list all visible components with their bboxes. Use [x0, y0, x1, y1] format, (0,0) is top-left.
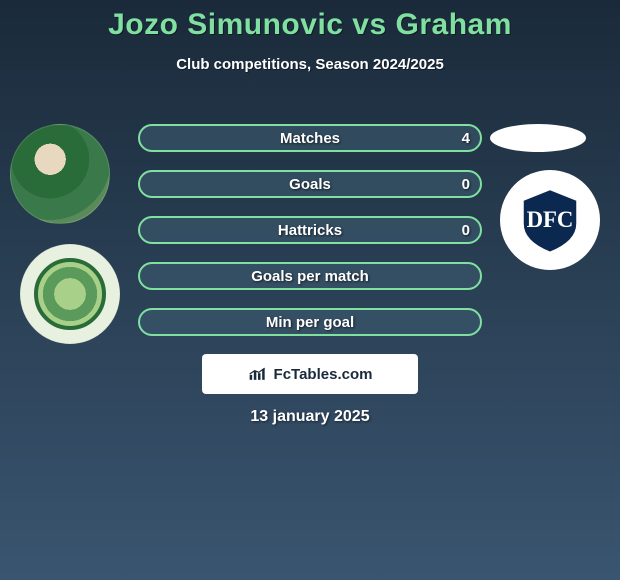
- page-title: Jozo Simunovic vs Graham: [0, 0, 620, 42]
- bar-value: 4: [462, 130, 470, 147]
- player-left-avatar: [10, 124, 110, 224]
- bar-matches: Matches 4: [138, 124, 482, 152]
- club-left-crest: [20, 244, 120, 344]
- bar-label: Goals: [289, 176, 331, 193]
- bar-label: Matches: [280, 130, 340, 147]
- dundee-crest-icon: DFC: [515, 185, 585, 255]
- watermark: FcTables.com: [202, 354, 418, 394]
- celtic-crest-icon: [34, 258, 106, 330]
- bar-value: 0: [462, 176, 470, 193]
- bar-min-per-goal: Min per goal: [138, 308, 482, 336]
- club-right-crest: DFC: [500, 170, 600, 270]
- bar-label: Goals per match: [251, 268, 369, 285]
- watermark-text: FcTables.com: [274, 366, 373, 383]
- bar-value: 0: [462, 222, 470, 239]
- subtitle: Club competitions, Season 2024/2025: [0, 56, 620, 73]
- bar-chart-icon: [248, 366, 268, 382]
- player-right-blank: [490, 124, 586, 152]
- bar-label: Min per goal: [266, 314, 354, 331]
- bar-label: Hattricks: [278, 222, 342, 239]
- stat-bars: Matches 4 Goals 0 Hattricks 0 Goals per …: [138, 124, 482, 354]
- bar-goals-per-match: Goals per match: [138, 262, 482, 290]
- date-text: 13 january 2025: [0, 408, 620, 426]
- svg-text:DFC: DFC: [527, 207, 574, 232]
- bar-goals: Goals 0: [138, 170, 482, 198]
- bar-hattricks: Hattricks 0: [138, 216, 482, 244]
